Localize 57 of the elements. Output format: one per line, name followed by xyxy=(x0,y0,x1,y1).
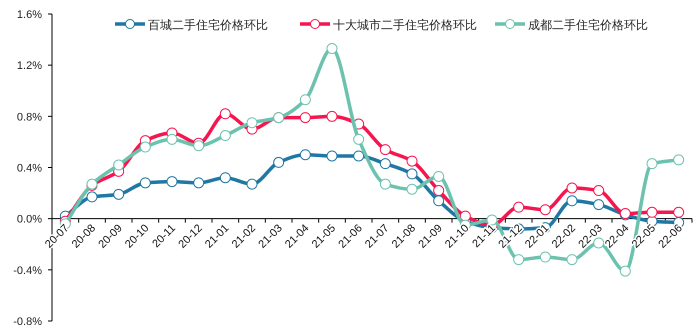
point xyxy=(193,177,204,188)
point xyxy=(193,140,204,152)
point xyxy=(166,134,178,145)
point xyxy=(433,185,444,196)
point xyxy=(566,182,578,194)
point xyxy=(113,188,124,200)
point xyxy=(380,178,391,190)
y-tick-label: 1.6% xyxy=(16,9,42,21)
point xyxy=(353,150,364,162)
point xyxy=(380,144,391,156)
point xyxy=(113,159,124,170)
point xyxy=(326,110,338,122)
point xyxy=(566,195,578,206)
y-tick-label: 1.2% xyxy=(16,60,42,72)
point xyxy=(673,206,684,218)
point xyxy=(246,178,258,190)
y-tick-label: 0.4% xyxy=(16,162,42,174)
y-tick-label: 0.0% xyxy=(16,214,42,226)
point xyxy=(406,156,418,167)
point xyxy=(140,177,151,188)
point xyxy=(433,195,444,206)
point xyxy=(220,130,231,142)
y-tick-label: 0.8% xyxy=(16,111,42,124)
point xyxy=(566,254,578,266)
point xyxy=(326,150,338,162)
point xyxy=(646,158,658,170)
point xyxy=(406,184,418,195)
point xyxy=(300,94,311,106)
point xyxy=(166,176,178,188)
point xyxy=(406,168,418,180)
point xyxy=(300,112,311,124)
point xyxy=(353,134,364,145)
point xyxy=(220,172,231,184)
legend-label: 成都二手住宅价格环比 xyxy=(528,18,648,32)
point xyxy=(593,199,604,210)
point xyxy=(673,154,684,166)
point xyxy=(380,158,391,170)
point xyxy=(433,170,444,182)
point xyxy=(486,214,498,226)
point xyxy=(540,204,551,216)
point xyxy=(540,252,551,263)
point xyxy=(300,149,311,160)
point xyxy=(513,254,524,266)
point xyxy=(326,43,338,54)
point xyxy=(646,206,658,218)
legend-label: 十大城市二手住宅价格环比 xyxy=(333,18,477,32)
point xyxy=(246,117,258,128)
point xyxy=(620,266,631,277)
point xyxy=(220,108,231,120)
legend-label: 百城二手住宅价格环比 xyxy=(148,18,268,32)
point xyxy=(593,185,604,196)
point xyxy=(513,202,524,213)
point xyxy=(86,191,98,202)
y-tick-label: -0.8% xyxy=(13,316,42,328)
point xyxy=(140,142,151,153)
y-tick-label: -0.4% xyxy=(13,264,42,277)
point xyxy=(273,156,284,168)
